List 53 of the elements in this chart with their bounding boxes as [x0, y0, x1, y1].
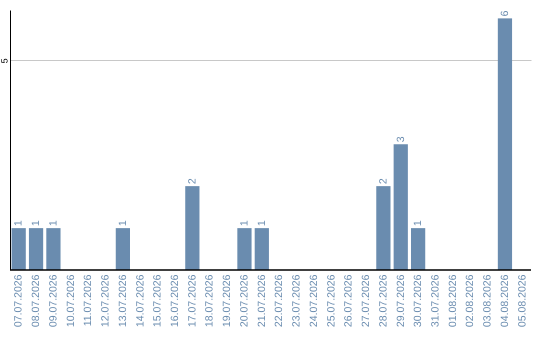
x-tick-label: 16.07.2026 [168, 274, 181, 328]
data-label: 6 [498, 10, 511, 16]
x-tick-label: 30.07.2026 [412, 274, 424, 328]
x-tick-label: 12.07.2026 [100, 274, 112, 328]
data-label: 3 [394, 136, 407, 142]
x-tick-label: 04.08.2026 [498, 274, 511, 328]
data-label: 1 [47, 220, 60, 226]
bar [376, 186, 391, 270]
bar [46, 228, 61, 270]
data-label: 1 [116, 220, 129, 226]
x-tick-label: 01.08.2026 [446, 274, 459, 328]
x-tick-label: 20.07.2026 [238, 274, 250, 328]
data-label: 2 [186, 178, 198, 184]
x-tick-label: 23.07.2026 [290, 274, 303, 328]
x-tick-label: 19.07.2026 [221, 274, 234, 328]
x-tick-label: 13.07.2026 [116, 274, 129, 328]
data-label: 1 [30, 220, 42, 226]
x-tick-label: 27.07.2026 [360, 274, 372, 328]
bar [237, 228, 252, 270]
bar [410, 228, 426, 270]
x-tick-label: 15.07.2026 [152, 274, 164, 328]
bar [185, 186, 200, 270]
bar [254, 228, 269, 270]
x-tick-label: 11.07.2026 [82, 274, 94, 326]
x-tick-label: 25.07.2026 [325, 274, 338, 328]
x-tick-label: 31.07.2026 [429, 274, 442, 328]
x-tick-label: 26.07.2026 [342, 274, 355, 328]
x-tick-label: 07.07.2026 [12, 274, 25, 328]
x-tick-label: 22.07.2026 [273, 274, 286, 328]
bar [498, 18, 512, 270]
x-tick-label: 14.07.2026 [134, 274, 146, 328]
x-tick-label: 10.07.2026 [64, 274, 77, 328]
x-tick-label: 28.07.2026 [377, 274, 390, 328]
bar [12, 228, 26, 270]
x-tick-label: 24.07.2026 [308, 274, 320, 328]
x-tick-label: 02.08.2026 [464, 274, 476, 328]
data-label: 1 [256, 220, 268, 226]
x-tick-label: 08.07.2026 [30, 274, 42, 328]
data-label: 1 [12, 220, 25, 226]
x-tick-label: 21.07.2026 [256, 274, 268, 328]
x-tick-label: 17.07.2026 [186, 274, 198, 328]
bar [394, 144, 408, 270]
bar [116, 228, 130, 270]
bar [28, 228, 44, 270]
y-tick-label: 5 [0, 58, 10, 64]
x-tick-label: 09.07.2026 [47, 274, 60, 328]
x-tick-label: 03.08.2026 [482, 274, 494, 328]
data-label: 1 [412, 220, 424, 226]
x-tick-label: 18.07.2026 [204, 274, 216, 328]
data-label: 2 [377, 178, 390, 184]
data-label: 1 [238, 220, 250, 226]
x-tick-label: 05.08.2026 [516, 274, 528, 328]
x-tick-label: 29.07.2026 [394, 274, 407, 328]
